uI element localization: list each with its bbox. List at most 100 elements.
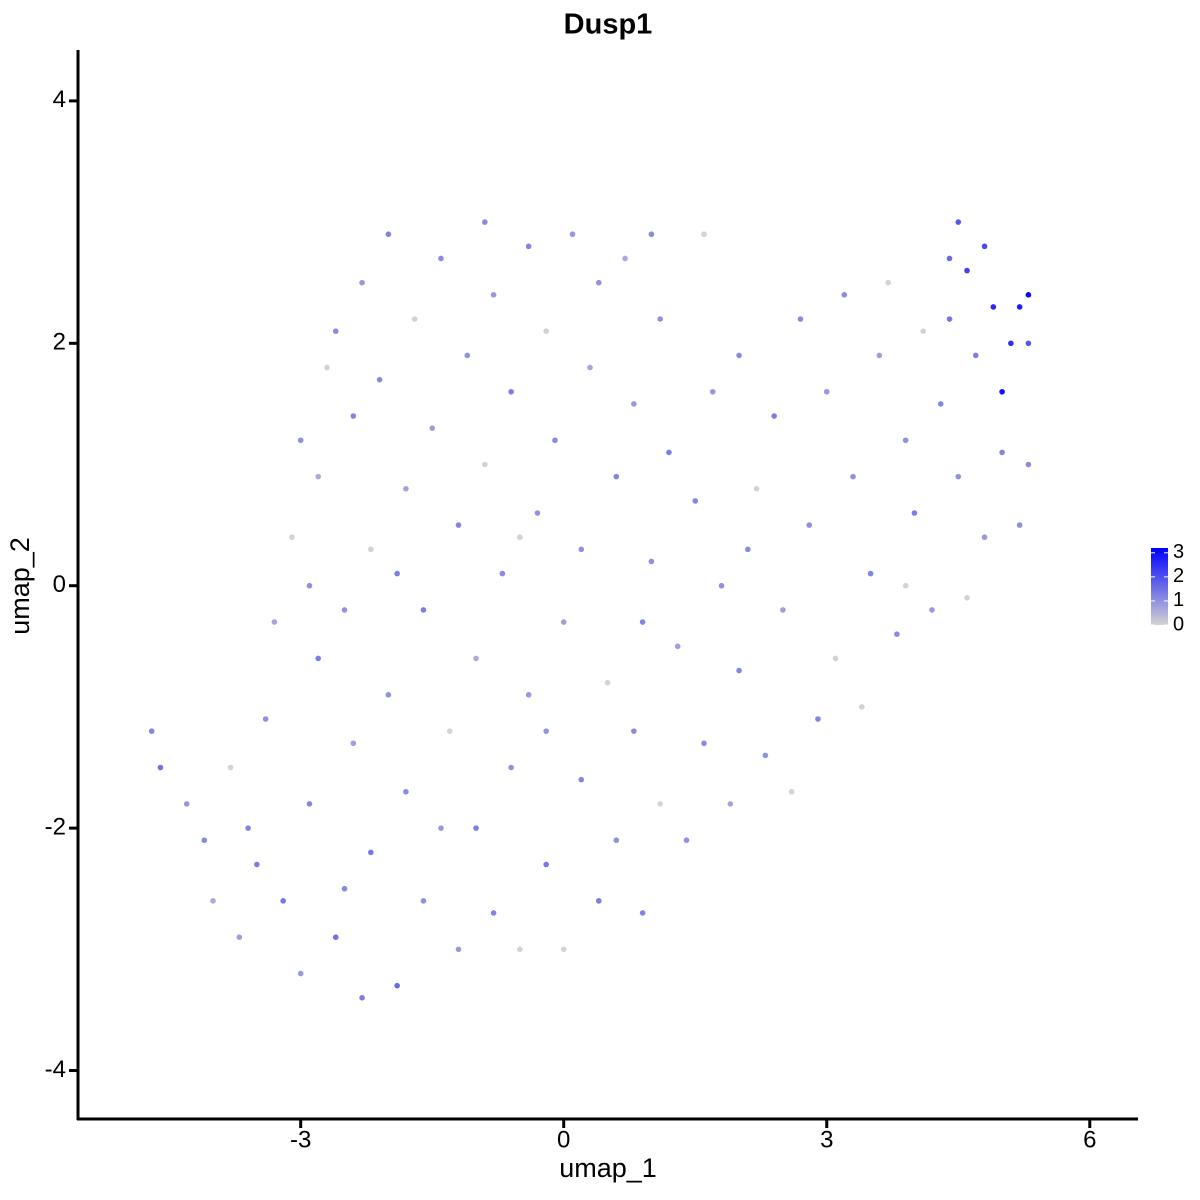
point	[254, 861, 260, 868]
point	[613, 837, 620, 844]
point	[332, 934, 339, 940]
point	[771, 413, 777, 419]
point	[411, 316, 418, 322]
point	[385, 691, 392, 698]
point	[578, 546, 585, 553]
point	[245, 825, 251, 831]
point	[201, 837, 208, 844]
colorbar-tick-label: 3	[1173, 541, 1184, 563]
point	[490, 910, 497, 916]
point	[525, 243, 532, 250]
point	[517, 534, 523, 541]
point	[736, 352, 742, 359]
point	[403, 788, 409, 795]
point	[403, 485, 409, 492]
point	[376, 376, 383, 383]
point	[981, 534, 988, 541]
point	[359, 279, 365, 286]
point	[692, 498, 699, 504]
point	[569, 231, 576, 238]
x-tick-label: 3	[820, 1126, 833, 1153]
point	[227, 764, 234, 771]
point	[885, 279, 891, 286]
point	[850, 473, 856, 480]
point	[823, 388, 830, 395]
point	[341, 885, 348, 892]
point	[368, 849, 374, 856]
x-tick-label: 6	[1083, 1126, 1096, 1153]
point	[236, 934, 243, 940]
point	[701, 231, 707, 238]
point	[560, 946, 567, 953]
colorbar	[1151, 548, 1168, 625]
point	[543, 861, 549, 868]
point	[604, 679, 611, 686]
point	[560, 619, 567, 625]
colorbar-tick-label: 0	[1173, 613, 1184, 635]
point	[832, 655, 839, 662]
point	[639, 910, 646, 916]
point	[482, 461, 488, 468]
point	[587, 364, 593, 371]
point	[964, 595, 970, 601]
point	[999, 388, 1005, 395]
point	[806, 522, 813, 528]
point	[595, 279, 602, 286]
point	[315, 473, 322, 480]
point	[482, 219, 488, 225]
point	[867, 570, 874, 577]
point	[631, 728, 637, 734]
point	[946, 316, 953, 322]
point	[438, 825, 444, 831]
point	[368, 546, 374, 553]
point	[753, 485, 760, 492]
point	[280, 898, 286, 904]
point	[780, 607, 786, 613]
point	[736, 667, 742, 674]
point	[1016, 304, 1023, 310]
point	[666, 449, 672, 456]
point	[157, 764, 164, 771]
point	[499, 570, 506, 577]
point	[639, 619, 646, 625]
point	[394, 982, 400, 989]
point	[648, 558, 655, 565]
point	[674, 643, 681, 650]
point	[972, 352, 979, 359]
point	[709, 388, 716, 395]
point	[490, 292, 497, 298]
point	[990, 304, 997, 310]
point	[1008, 340, 1014, 347]
point	[350, 413, 357, 419]
point	[595, 898, 602, 904]
point	[955, 473, 962, 480]
point	[455, 946, 462, 953]
point	[306, 801, 313, 807]
point	[183, 801, 190, 807]
point	[788, 788, 795, 795]
point	[631, 401, 637, 407]
point	[306, 582, 313, 589]
point	[210, 898, 216, 904]
x-tick-label: -3	[290, 1126, 311, 1153]
x-axis-label: umap_1	[559, 1153, 657, 1183]
point	[420, 898, 427, 904]
point	[841, 292, 848, 298]
point	[894, 631, 900, 637]
point	[271, 619, 278, 625]
point	[762, 752, 769, 759]
point	[718, 582, 725, 589]
point	[359, 994, 365, 1001]
point	[508, 764, 514, 771]
point	[517, 946, 523, 953]
point	[727, 801, 734, 807]
point	[289, 534, 295, 541]
point	[464, 352, 471, 359]
point	[350, 740, 357, 747]
point	[429, 425, 436, 431]
point	[657, 316, 663, 322]
point	[955, 219, 962, 225]
point	[1025, 340, 1032, 347]
point	[332, 328, 339, 334]
